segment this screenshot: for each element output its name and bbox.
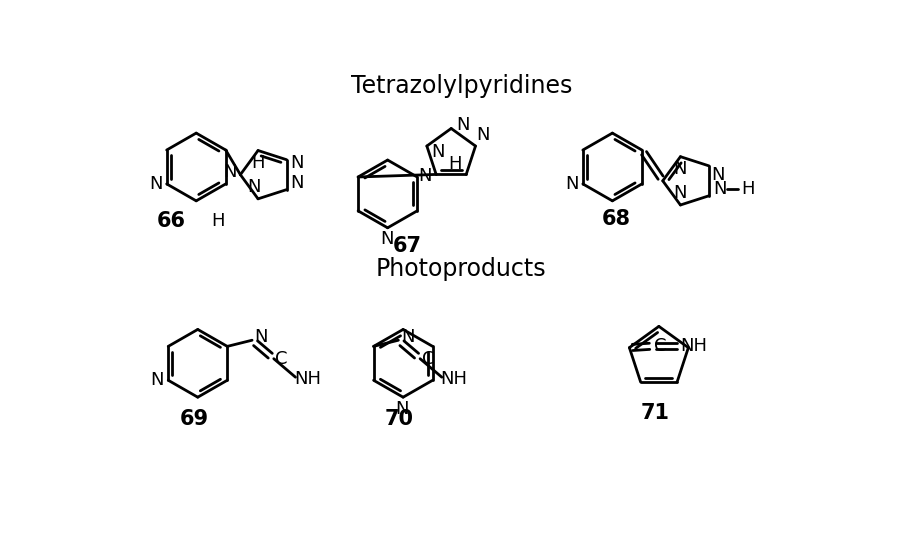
Text: H: H <box>212 212 225 230</box>
Text: 67: 67 <box>392 236 421 256</box>
Text: N: N <box>291 174 304 193</box>
Text: Photoproducts: Photoproducts <box>376 257 546 281</box>
Text: N: N <box>673 160 687 178</box>
Text: N: N <box>149 175 163 193</box>
Text: 66: 66 <box>157 211 186 231</box>
Text: 71: 71 <box>641 402 670 423</box>
Text: N: N <box>713 180 726 198</box>
Text: N: N <box>223 162 237 181</box>
Text: N: N <box>400 328 414 346</box>
Text: H: H <box>251 154 265 172</box>
Text: 69: 69 <box>179 409 209 429</box>
Text: N: N <box>712 166 725 184</box>
Text: N: N <box>456 116 470 133</box>
Text: N: N <box>255 328 268 346</box>
Text: H: H <box>741 180 754 198</box>
Text: N: N <box>674 183 688 202</box>
Text: H: H <box>448 154 462 173</box>
Text: NH: NH <box>294 370 321 388</box>
Text: N: N <box>150 371 164 390</box>
Text: NH: NH <box>680 337 707 355</box>
Text: N: N <box>565 175 579 193</box>
Text: C: C <box>654 337 667 355</box>
Text: N: N <box>396 400 410 417</box>
Text: N: N <box>418 167 432 185</box>
Text: N: N <box>431 143 445 161</box>
Text: C: C <box>421 350 434 367</box>
Text: NH: NH <box>441 370 468 388</box>
Text: N: N <box>291 154 304 172</box>
Text: N: N <box>248 178 261 196</box>
Text: 68: 68 <box>602 209 631 229</box>
Text: C: C <box>275 350 288 367</box>
Text: N: N <box>476 126 490 144</box>
Text: 70: 70 <box>385 409 414 429</box>
Text: Tetrazolylpyridines: Tetrazolylpyridines <box>351 74 572 98</box>
Text: N: N <box>380 230 393 249</box>
